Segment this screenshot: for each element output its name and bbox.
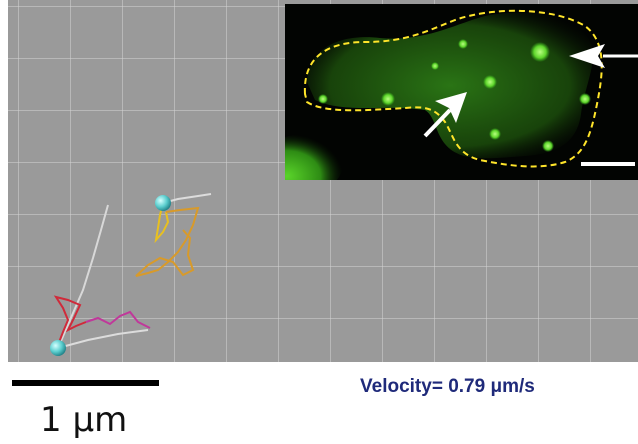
fluorescence-image	[285, 9, 638, 180]
fluorescent-spot	[318, 94, 328, 104]
fluorescence-inset	[285, 4, 638, 180]
fluorescent-spot	[530, 42, 550, 62]
fluorescent-spot	[489, 128, 501, 140]
velocity-readout: Velocity= 0.79 μm/s	[360, 376, 535, 397]
trajectory-magenta	[85, 310, 151, 329]
trajectory-orange	[135, 206, 200, 277]
trajectory-red	[53, 295, 87, 346]
trajectory-yellow	[154, 202, 170, 244]
scale-bar	[12, 380, 159, 386]
fluorescent-spot	[542, 140, 554, 152]
cell-body	[307, 12, 593, 159]
fluorescent-spot	[483, 75, 497, 89]
neighbor-cell	[285, 134, 343, 180]
arrow-icon	[423, 92, 467, 138]
bead-sphere-icon	[155, 195, 171, 211]
arrow-icon	[569, 44, 638, 68]
inset-scale-bar	[581, 162, 635, 166]
cell-outline	[303, 9, 603, 168]
fluorescent-spot	[458, 39, 468, 49]
trajectory-white-long	[57, 204, 109, 349]
fluorescent-spot	[381, 92, 395, 106]
trajectory-white-bottom	[57, 329, 149, 349]
bead-sphere-icon	[50, 340, 66, 356]
scale-bar-label: 1 μm	[40, 400, 128, 440]
fluorescent-spot	[431, 62, 439, 70]
fluorescent-spot	[579, 93, 591, 105]
tracks-plot	[50, 193, 212, 356]
